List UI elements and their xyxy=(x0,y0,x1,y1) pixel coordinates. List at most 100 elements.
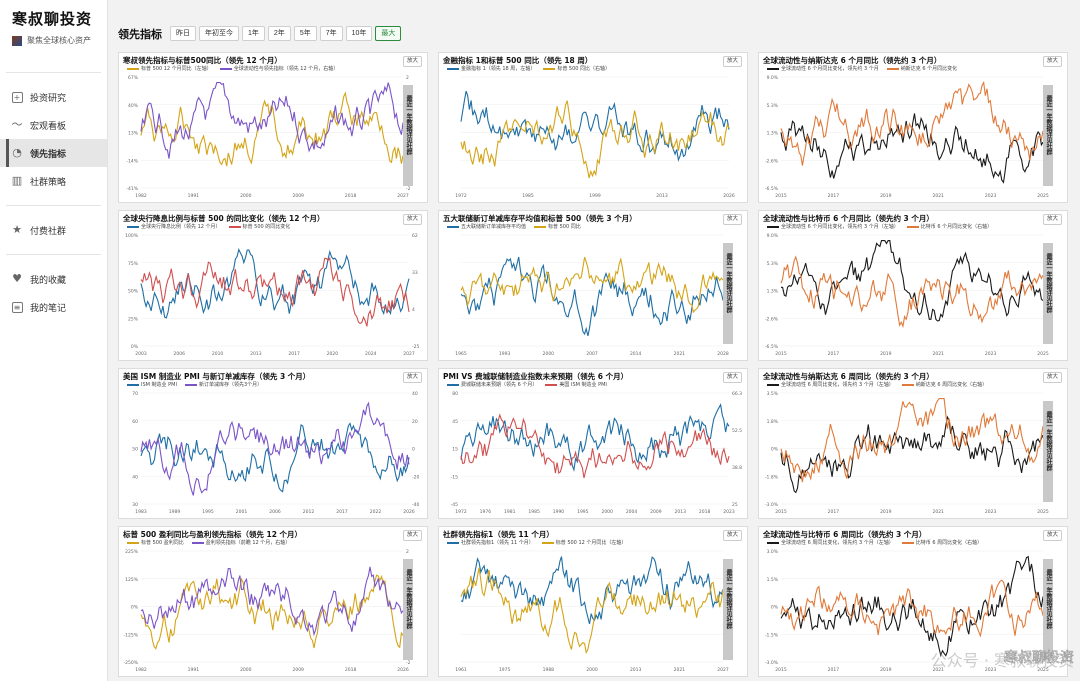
x-tick-label: 1976 xyxy=(480,509,492,515)
legend-swatch xyxy=(447,383,459,386)
legend-item: ISM 制造业 PMI xyxy=(127,381,177,388)
y-tick-label-right: -2 xyxy=(406,186,411,192)
sidebar-item-leading[interactable]: ◔ 领先指标 xyxy=(0,139,107,167)
y-tick-label-left: 80 xyxy=(452,391,458,397)
x-tick-label: 1995 xyxy=(577,509,589,515)
legend-swatch xyxy=(191,541,204,544)
plus-box-icon: + xyxy=(10,90,24,104)
x-tick-label: 2009 xyxy=(650,509,662,515)
locked-data-band: 最近一年数据详见社群 xyxy=(1043,401,1053,502)
legend-label: 全球流动性 6 周同比变化，领先约 3 个月（左轴） xyxy=(781,382,894,388)
chart-plot: 70 60 50 40 30 40 20 0 -20 -40 1983 1989 1995 2001 200… xyxy=(132,391,419,515)
x-tick-label: 1972 xyxy=(455,509,467,515)
sidebar-item-notes[interactable]: ≡ 我的笔记 xyxy=(0,293,107,321)
x-tick-label: 2017 xyxy=(336,509,348,515)
locked-data-band: 最近一年数据详见社群 xyxy=(1043,559,1053,660)
expand-button[interactable]: 放大 xyxy=(402,372,422,383)
legend-swatch xyxy=(906,225,919,228)
y-tick-label-left: 75% xyxy=(128,261,139,267)
x-tick-label: 2023 xyxy=(723,509,735,515)
y-tick-label-right: 33 xyxy=(412,270,418,276)
y-tick-label-left: 15 xyxy=(452,447,458,453)
expand-button[interactable]: 放大 xyxy=(722,214,742,225)
y-tick-label-left: 3.5% xyxy=(767,391,779,397)
expand-button[interactable]: 放大 xyxy=(402,214,422,225)
sidebar-item-macro[interactable]: 〜 宏观看板 xyxy=(0,111,107,139)
range-button-max[interactable]: 最大 xyxy=(375,26,402,41)
chart-plot: 1961 1975 1988 2000 2013 2021 2027 xyxy=(455,550,729,673)
x-tick-label: 2013 xyxy=(656,193,668,199)
range-button-2y[interactable]: 2年 xyxy=(267,26,291,41)
x-tick-label: 2001 xyxy=(236,509,248,515)
x-tick-label: 1985 xyxy=(522,193,534,199)
y-tick-label-left: -2.6% xyxy=(765,158,779,164)
watermark-text: 公众号 · 寒叔聊投资 xyxy=(930,651,1074,670)
legend-item: 费城联储未来预期（领先 6 个月） xyxy=(447,381,537,388)
legend-label: 标普 500 12 个月同比（左轴） xyxy=(555,540,627,546)
y-tick-label-right: 0 xyxy=(412,447,415,453)
legend-item: 标普 500 12 个月同比（左轴） xyxy=(127,65,212,72)
legend-label: 五大联储新订单减库存平均值 xyxy=(461,224,527,230)
range-button-5y[interactable]: 5年 xyxy=(293,26,317,41)
sidebar-item-paid-community[interactable]: ★ 付费社群 xyxy=(0,216,107,244)
range-button-yesterday[interactable]: 昨日 xyxy=(170,26,196,41)
range-button-10y[interactable]: 10年 xyxy=(345,26,373,41)
series-line xyxy=(140,566,404,637)
sidebar-item-strategy[interactable]: ▥ 社群策略 xyxy=(0,167,107,195)
range-button-7y[interactable]: 7年 xyxy=(319,26,343,41)
x-tick-label: 2023 xyxy=(985,509,997,515)
x-tick-label: 1965 xyxy=(455,351,467,357)
expand-button[interactable]: 放大 xyxy=(1042,214,1062,225)
y-tick-label-left: 30 xyxy=(132,502,138,508)
legend-label: 全球流动性 6 个月同比变化，领先约 3 个月 xyxy=(781,66,879,72)
legend-swatch xyxy=(447,541,459,544)
x-tick-label: 1972 xyxy=(455,193,467,199)
x-tick-label: 2015 xyxy=(775,667,787,673)
expand-button[interactable]: 放大 xyxy=(722,530,742,541)
legend-swatch xyxy=(447,67,459,70)
y-tick-label-right: -25 xyxy=(412,344,419,350)
sidebar-item-label: 领先指标 xyxy=(30,149,67,160)
series-line xyxy=(780,398,1044,483)
expand-button[interactable]: 放大 xyxy=(722,56,742,67)
chart-legend: 全球流动性 6 个月同比变化，领先约 3 个月 纳斯达克 6 个月同比变化 xyxy=(767,65,957,72)
legend-item: 盈利领先指标（前瞻 12 个月，右轴） xyxy=(191,539,291,546)
y-tick-label-left: 0% xyxy=(131,605,139,611)
y-tick-label-right: -40 xyxy=(412,502,419,508)
sidebar-item-favorites[interactable]: ♥ 我的收藏 xyxy=(0,265,107,293)
x-tick-label: 1961 xyxy=(455,667,467,673)
x-tick-label: 2013 xyxy=(250,351,262,357)
nav-divider xyxy=(6,205,101,206)
expand-button[interactable]: 放大 xyxy=(1042,372,1062,383)
expand-button[interactable]: 放大 xyxy=(1042,530,1062,541)
x-tick-label: 2023 xyxy=(985,193,997,199)
x-tick-label: 2026 xyxy=(723,193,735,199)
series-line xyxy=(780,80,1044,166)
x-tick-label: 2015 xyxy=(775,351,787,357)
legend-item: 纳斯达克 6 周同比变化（右轴） xyxy=(901,381,987,388)
x-tick-label: 1991 xyxy=(188,667,200,673)
legend-label: 费城联储未来预期（领先 6 个月） xyxy=(461,382,538,388)
range-selector: 昨日 年初至今 1年 2年 5年 7年 10年 最大 xyxy=(170,26,402,41)
expand-button[interactable]: 放大 xyxy=(1042,56,1062,67)
expand-button[interactable]: 放大 xyxy=(722,372,742,383)
range-button-1y[interactable]: 1年 xyxy=(242,26,265,41)
locked-data-band: 最近一年数据详见社群 xyxy=(723,559,733,660)
series-line xyxy=(140,422,410,493)
legend-swatch xyxy=(901,383,914,386)
x-tick-label: 2021 xyxy=(932,193,944,199)
legend-label: 盈利领先指标（前瞻 12 个月，右轴） xyxy=(205,540,291,546)
y-tick-label-left: 5.3% xyxy=(767,261,779,267)
expand-button[interactable]: 放大 xyxy=(402,56,422,67)
series-line xyxy=(780,579,1044,638)
y-tick-label-left: 50 xyxy=(132,447,138,453)
chart-card: 全球流动性与纳斯达克 6 个月同比（领先约 3 个月） 放大 全球流动性 6 个月同… xyxy=(758,52,1068,203)
star-icon: ★ xyxy=(12,223,22,236)
y-tick-label-left: -45 xyxy=(451,502,458,508)
sidebar-item-research[interactable]: + 投资研究 xyxy=(0,83,107,111)
legend-swatch xyxy=(901,541,914,544)
legend-label: 比特币 6 个月同比变化（右轴） xyxy=(920,224,993,230)
legend-swatch xyxy=(767,541,779,544)
expand-button[interactable]: 放大 xyxy=(402,530,422,541)
range-button-ytd[interactable]: 年初至今 xyxy=(199,26,239,41)
